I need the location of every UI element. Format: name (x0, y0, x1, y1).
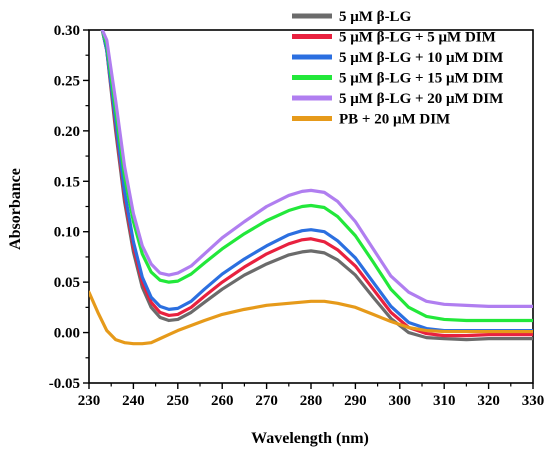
legend-label-3: 5 μM β-LG + 10 μM DIM (339, 50, 503, 66)
x-tick-label: 270 (255, 393, 278, 409)
y-axis-title: Absorbance (7, 168, 24, 250)
series-line-4 (100, 30, 533, 323)
y-axis: -0.05 0.00 0.05 0.10 0.15 0.20 0.25 0.30 (49, 23, 89, 392)
x-tick-label: 320 (477, 393, 500, 409)
series-lines (89, 30, 533, 346)
x-tick-label: 230 (78, 393, 101, 409)
legend: 5 μM β-LG 5 μM β-LG + 5 μM DIM 5 μM β-LG +… (292, 9, 503, 128)
x-tick-label: 310 (433, 393, 456, 409)
y-tick-label: 0.25 (54, 73, 80, 89)
legend-label-5: 5 μM β-LG + 20 μM DIM (339, 91, 503, 107)
x-tick-label: 300 (389, 393, 412, 409)
y-tick-label: 0.15 (54, 174, 80, 190)
x-tick-label: 290 (344, 393, 367, 409)
legend-label-2: 5 μM β-LG + 5 μM DIM (339, 30, 496, 46)
y-tick-label: -0.05 (49, 376, 80, 392)
series-line-6 (89, 290, 533, 346)
series-line-3 (100, 30, 533, 333)
series-line-5 (100, 30, 533, 308)
x-axis: 230 240 250 260 270 280 290 300 310 320 330 (78, 383, 545, 409)
y-tick-label: 0.20 (54, 124, 80, 140)
x-tick-label: 280 (300, 393, 323, 409)
legend-label-4: 5 μM β-LG + 15 μM DIM (339, 71, 503, 87)
legend-label-1: 5 μM β-LG (339, 9, 412, 25)
y-tick-label: 0.05 (54, 275, 80, 291)
x-tick-label: 240 (122, 393, 145, 409)
y-tick-label: 0.30 (54, 23, 80, 39)
x-tick-label: 330 (522, 393, 545, 409)
y-tick-label: 0.10 (54, 225, 80, 241)
legend-label-6: PB + 20 μM DIM (339, 112, 450, 128)
x-tick-label: 250 (167, 393, 190, 409)
x-tick-label: 260 (211, 393, 234, 409)
y-tick-label: 0.00 (54, 326, 80, 342)
x-axis-title: Wavelength (nm) (251, 430, 369, 447)
